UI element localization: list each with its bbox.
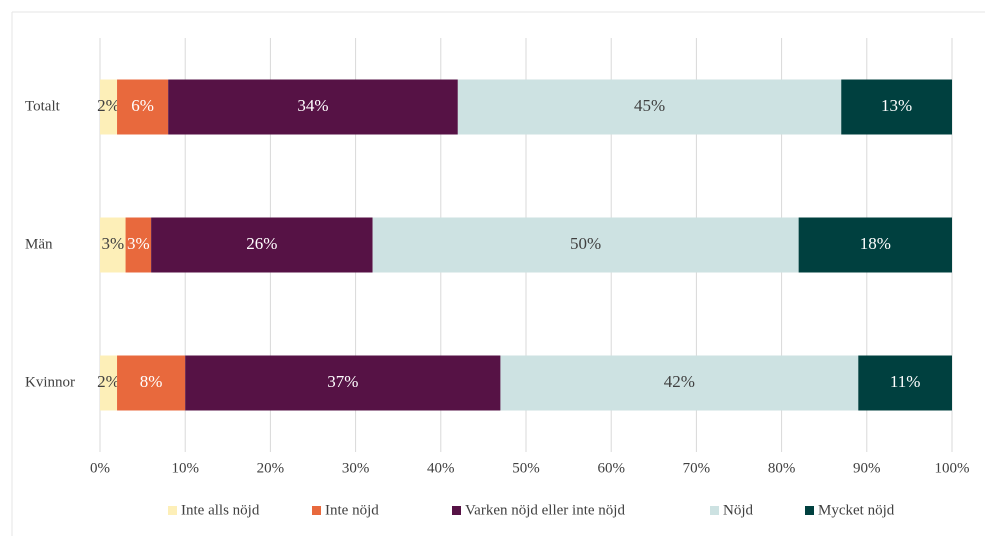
legend-label: Mycket nöjd [818, 502, 895, 518]
x-tick-label: 10% [171, 460, 199, 476]
x-tick-label: 100% [935, 460, 970, 476]
legend-label: Inte alls nöjd [181, 502, 260, 518]
x-tick-label: 60% [597, 460, 625, 476]
bar-segment [372, 217, 799, 273]
data-label: 26% [246, 234, 277, 253]
category-label: Kvinnor [25, 374, 75, 390]
data-label: 11% [890, 372, 921, 391]
category-label: Totalt [25, 98, 61, 114]
bar-segment [858, 355, 952, 411]
bar-segment [798, 217, 952, 273]
data-label: 8% [140, 372, 163, 391]
legend-label: Varken nöjd eller inte nöjd [465, 502, 625, 518]
x-tick-label: 20% [257, 460, 285, 476]
bar-segment [500, 355, 859, 411]
bar-segment [151, 217, 373, 273]
bar-segment [100, 79, 118, 135]
bar-segment [100, 355, 118, 411]
data-label: 13% [881, 96, 912, 115]
x-tick-label: 0% [90, 460, 110, 476]
legend-swatch [805, 506, 814, 515]
data-label: 42% [664, 372, 695, 391]
bar-segment [457, 79, 842, 135]
legend-swatch [710, 506, 719, 515]
category-label: Män [25, 236, 53, 252]
legend-swatch [312, 506, 321, 515]
legend-swatch [452, 506, 461, 515]
legend-label: Inte nöjd [325, 502, 379, 518]
bar-segment [841, 79, 952, 135]
x-tick-label: 80% [768, 460, 796, 476]
legend-label: Nöjd [723, 502, 754, 518]
bar-segment [100, 217, 126, 273]
data-label: 6% [131, 96, 154, 115]
bar-segment [168, 79, 458, 135]
x-tick-label: 50% [512, 460, 540, 476]
data-label: 50% [570, 234, 601, 253]
data-label: 18% [860, 234, 891, 253]
x-tick-label: 70% [683, 460, 711, 476]
data-label: 34% [297, 96, 328, 115]
legend-swatch [168, 506, 177, 515]
bar-segment [117, 79, 169, 135]
x-tick-label: 90% [853, 460, 881, 476]
data-label: 2% [97, 96, 120, 115]
data-label: 3% [127, 234, 150, 253]
bar-segment [185, 355, 501, 411]
data-label: 37% [327, 372, 358, 391]
x-tick-label: 30% [342, 460, 370, 476]
data-label: 3% [101, 234, 124, 253]
bar-segment [125, 217, 152, 273]
bar-segment [117, 355, 186, 411]
x-tick-label: 40% [427, 460, 455, 476]
data-label: 45% [634, 96, 665, 115]
data-label: 2% [97, 372, 120, 391]
